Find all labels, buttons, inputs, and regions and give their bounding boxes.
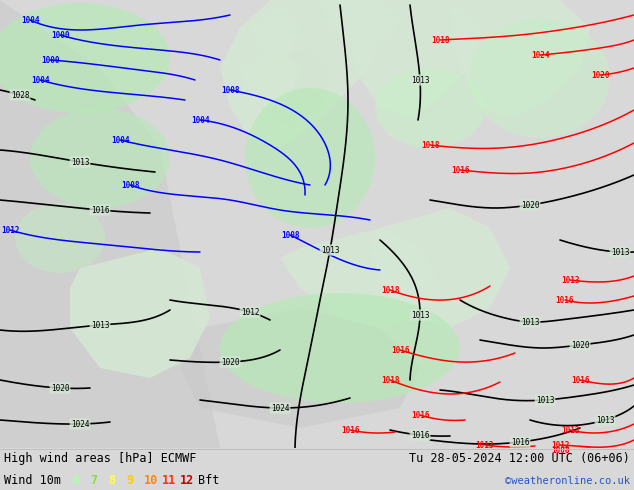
- Text: Tu 28-05-2024 12:00 UTC (06+06): Tu 28-05-2024 12:00 UTC (06+06): [409, 452, 630, 465]
- Text: 1004: 1004: [21, 16, 39, 24]
- Ellipse shape: [220, 293, 460, 403]
- Text: 1013: 1013: [596, 416, 614, 424]
- Text: 1013: 1013: [476, 441, 495, 449]
- Text: 1013: 1013: [536, 395, 554, 405]
- Text: 12: 12: [180, 474, 194, 487]
- Text: 1020: 1020: [571, 341, 589, 349]
- Polygon shape: [70, 248, 210, 378]
- Text: 1016: 1016: [91, 205, 109, 215]
- Text: 1016: 1016: [411, 411, 429, 419]
- Text: 10: 10: [144, 474, 158, 487]
- Text: 1020: 1020: [591, 71, 609, 79]
- Text: 1016: 1016: [411, 431, 429, 440]
- Text: 1013: 1013: [411, 311, 429, 319]
- Ellipse shape: [375, 68, 485, 148]
- Text: High wind areas [hPa] ECMWF: High wind areas [hPa] ECMWF: [4, 452, 197, 465]
- Text: 1000: 1000: [41, 55, 59, 65]
- Polygon shape: [280, 228, 440, 328]
- Text: 1020: 1020: [221, 358, 239, 367]
- Polygon shape: [370, 208, 510, 328]
- Text: 1012: 1012: [1, 225, 19, 235]
- Text: 1018: 1018: [381, 286, 399, 294]
- Text: 1016: 1016: [556, 295, 574, 304]
- Text: 9: 9: [126, 474, 133, 487]
- Polygon shape: [320, 0, 400, 48]
- Text: 1018: 1018: [421, 141, 439, 149]
- Polygon shape: [250, 48, 330, 128]
- Ellipse shape: [470, 18, 610, 138]
- Text: 1020: 1020: [51, 384, 69, 392]
- Text: 1000: 1000: [51, 30, 69, 40]
- Ellipse shape: [15, 203, 105, 273]
- Text: Wind 10m: Wind 10m: [4, 474, 61, 487]
- Ellipse shape: [245, 88, 375, 228]
- Text: 1016: 1016: [391, 345, 410, 354]
- Polygon shape: [220, 0, 380, 148]
- Polygon shape: [180, 308, 420, 428]
- Text: 1016: 1016: [451, 166, 469, 174]
- Text: 1008: 1008: [281, 230, 299, 240]
- Text: 1013: 1013: [560, 425, 579, 435]
- Text: 1013: 1013: [560, 275, 579, 285]
- Text: 7: 7: [90, 474, 97, 487]
- Polygon shape: [450, 0, 590, 118]
- Text: 1016: 1016: [511, 438, 529, 446]
- Text: 1016: 1016: [571, 375, 589, 385]
- Text: 1013: 1013: [611, 247, 630, 256]
- Text: 1012: 1012: [551, 441, 569, 449]
- Text: Bft: Bft: [198, 474, 219, 487]
- Text: 8: 8: [108, 474, 115, 487]
- Polygon shape: [0, 0, 220, 448]
- Text: 1013: 1013: [321, 245, 339, 254]
- Text: 1008: 1008: [551, 445, 569, 455]
- Text: 1018: 1018: [430, 35, 450, 45]
- Ellipse shape: [30, 108, 170, 208]
- Text: 1024: 1024: [271, 403, 289, 413]
- Text: 1008: 1008: [120, 180, 139, 190]
- Text: 1018: 1018: [381, 375, 399, 385]
- Text: 1024: 1024: [71, 419, 89, 428]
- Text: 1028: 1028: [11, 91, 29, 99]
- Text: 1013: 1013: [91, 320, 109, 329]
- Text: 1024: 1024: [531, 50, 549, 59]
- Text: 1012: 1012: [241, 308, 259, 317]
- Text: 1020: 1020: [521, 200, 540, 210]
- Text: 6: 6: [72, 474, 79, 487]
- Text: 1016: 1016: [340, 425, 359, 435]
- Text: 1013: 1013: [411, 75, 429, 84]
- Text: ©weatheronline.co.uk: ©weatheronline.co.uk: [505, 476, 630, 486]
- Polygon shape: [350, 0, 480, 118]
- Text: 1004: 1004: [111, 136, 129, 145]
- Ellipse shape: [0, 3, 170, 113]
- Text: 1013: 1013: [521, 318, 540, 326]
- Polygon shape: [240, 48, 300, 108]
- Text: 1004: 1004: [191, 116, 209, 124]
- Text: 11: 11: [162, 474, 176, 487]
- Text: 1008: 1008: [221, 85, 239, 95]
- Polygon shape: [250, 8, 300, 58]
- Text: 1013: 1013: [71, 157, 89, 167]
- Text: 1004: 1004: [31, 75, 49, 84]
